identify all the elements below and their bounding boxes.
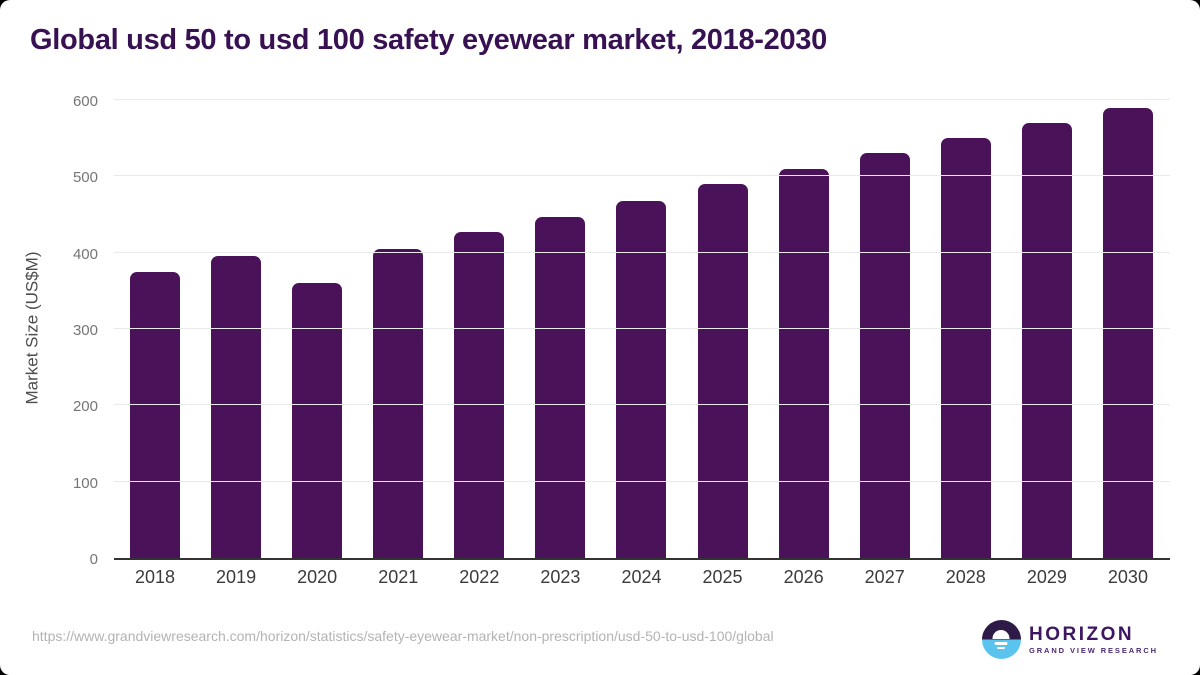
bar-column-2030 (1102, 108, 1153, 558)
y-axis-title-text: Market Size (US$M) (23, 250, 42, 405)
y-tick-label-600: 600 (72, 93, 98, 110)
x-label-2020: 2020 (297, 567, 338, 587)
bar-2026 (778, 168, 829, 558)
bar-2027 (859, 153, 910, 558)
logo-brand: HORIZON (1028, 623, 1135, 645)
horizon-logo-icon (981, 620, 1021, 659)
x-label-2021: 2021 (378, 567, 419, 587)
y-axis-ticks: 0 100 200 300 400 500 600 (54, 93, 98, 568)
bar-column-2020 (292, 283, 343, 558)
bar-2020 (292, 283, 343, 558)
gridline-400 (114, 251, 1170, 253)
y-tick-label-0: 0 (89, 551, 98, 568)
y-tick-label-100: 100 (72, 474, 98, 492)
gridline-100 (114, 480, 1170, 482)
bar-column-2021 (373, 248, 424, 558)
x-label-2018: 2018 (134, 567, 176, 587)
horizon-logo: HORIZON GRAND VIEW RESEARCH (981, 620, 1158, 659)
bar-2024 (616, 200, 667, 558)
gridline-600 (114, 99, 1170, 100)
plot-area (114, 95, 1170, 560)
bar-2018 (130, 271, 180, 558)
y-axis-title: Market Size (US$M) (18, 95, 48, 560)
bar-column-2026 (778, 168, 829, 558)
y-tick-label-300: 300 (72, 322, 98, 339)
bars-container (114, 95, 1170, 558)
bar-2021 (373, 248, 424, 558)
bar-2022 (454, 232, 505, 558)
source-url: https://www.grandviewresearch.com/horizo… (32, 628, 774, 644)
y-tick-label-200: 200 (72, 398, 98, 416)
gridline-300 (114, 328, 1170, 329)
bar-column-2022 (454, 232, 505, 558)
x-label-2030: 2030 (1107, 567, 1148, 587)
bar-2019 (211, 256, 262, 558)
bar-column-2028 (940, 138, 991, 558)
logo-text: HORIZON GRAND VIEW RESEARCH (1029, 625, 1158, 655)
bar-column-2018 (130, 271, 180, 558)
x-label-2029: 2029 (1026, 567, 1067, 587)
bar-column-2027 (859, 153, 910, 558)
x-label-2022: 2022 (459, 567, 500, 587)
x-label-2024: 2024 (621, 567, 662, 587)
x-label-2019: 2019 (216, 567, 257, 587)
bar-column-2029 (1021, 122, 1072, 558)
gridline-500 (114, 175, 1170, 177)
bar-2029 (1021, 122, 1072, 558)
x-axis-labels: 2018 2019 2020 2021 2022 2023 2024 2025 2026 2027… (114, 567, 1170, 588)
x-label-2028: 2028 (945, 567, 986, 587)
y-tick-label-400: 400 (72, 245, 98, 263)
water-reflection-icon (997, 646, 1006, 649)
bar-2025 (697, 183, 748, 558)
bar-2028 (940, 138, 991, 558)
bar-2030 (1102, 108, 1153, 558)
bar-column-2023 (535, 216, 586, 558)
x-label-2025: 2025 (702, 567, 743, 587)
sun-icon (992, 630, 1010, 639)
x-label-2027: 2027 (864, 567, 905, 587)
y-tick-label-500: 500 (72, 169, 98, 187)
logo-tagline: GRAND VIEW RESEARCH (1028, 645, 1158, 655)
x-label-2023: 2023 (540, 567, 581, 587)
water-reflection-icon (994, 642, 1008, 645)
bar-2023 (535, 216, 586, 558)
x-label-2026: 2026 (783, 567, 824, 587)
bar-column-2024 (616, 200, 667, 558)
bar-column-2025 (697, 183, 748, 558)
bar-column-2019 (211, 256, 262, 558)
chart-title: Global usd 50 to usd 100 safety eyewear … (30, 24, 827, 56)
gridline-200 (114, 404, 1170, 406)
